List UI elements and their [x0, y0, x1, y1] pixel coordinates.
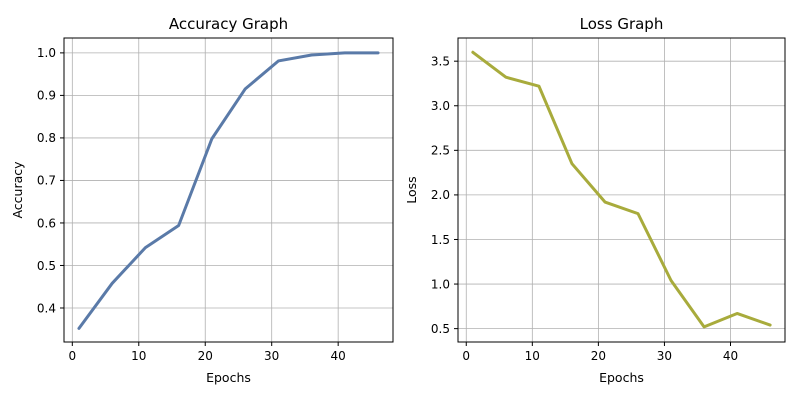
plot-frame: [457, 37, 786, 343]
y-tick-label: 2.5: [431, 144, 450, 158]
chart-title: Loss Graph: [580, 15, 664, 33]
y-tick-label: 3.0: [431, 99, 450, 113]
series-line: [77, 51, 380, 330]
y-tick-label: 0.5: [431, 322, 450, 336]
x-axis-label: Epochs: [599, 370, 644, 385]
plot-frame: [63, 37, 394, 343]
y-axis-label: Loss: [404, 176, 419, 203]
y-tick-label: 1.0: [431, 277, 450, 291]
y-tick-label: 2.0: [431, 188, 450, 202]
accuracy-chart: 0 10 20 30 40 0.4 0.5 0.6 0.7 0.8 0.9 1.0 Accuracy G…: [10, 15, 394, 385]
y-tick-label: 1.5: [431, 233, 450, 247]
y-tick-label: 3.5: [431, 54, 450, 68]
x-tick-label: 40: [723, 349, 738, 363]
series-line: [471, 50, 772, 329]
x-tick-label: 40: [331, 349, 346, 363]
y-tick-label: 0.4: [37, 301, 56, 315]
y-tick-label: 1.0: [37, 46, 56, 60]
y-axis-label: Accuracy: [10, 161, 25, 219]
loss-chart: 0 10 20 30 40 0.5 1.0 1.5 2.0 2.5 3.0 3.5 Loss Graph…: [404, 15, 786, 385]
x-tick-label: 0: [68, 349, 76, 363]
x-tick-label: 10: [525, 349, 540, 363]
y-tick-label: 0.8: [37, 131, 56, 145]
y-tick-label: 0.7: [37, 174, 56, 188]
y-tick-label: 0.6: [37, 216, 56, 230]
x-tick-label: 0: [462, 349, 470, 363]
x-tick-label: 20: [198, 349, 213, 363]
x-tick-label: 30: [657, 349, 672, 363]
x-tick-label: 30: [264, 349, 279, 363]
x-tick-label: 10: [131, 349, 146, 363]
chart-title: Accuracy Graph: [169, 15, 288, 33]
y-tick-label: 0.5: [37, 259, 56, 273]
x-axis-label: Epochs: [206, 370, 251, 385]
y-tick-label: 0.9: [37, 89, 56, 103]
x-tick-label: 20: [591, 349, 606, 363]
